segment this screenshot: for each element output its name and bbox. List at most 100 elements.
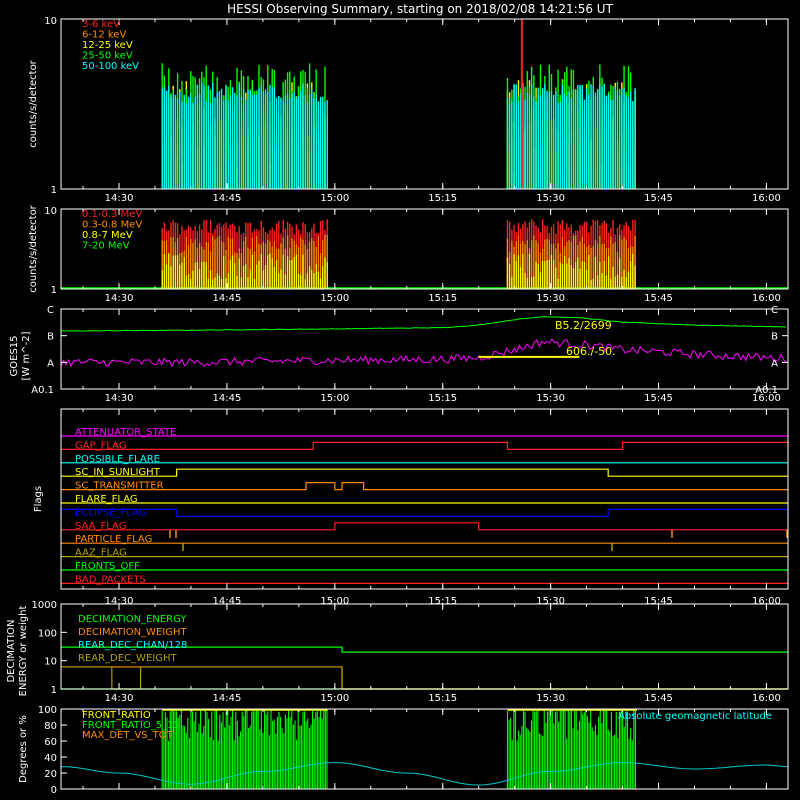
dec-y-label-2: ENERGY or weight xyxy=(18,606,29,697)
y-tick-label-rat: 80 xyxy=(44,721,57,732)
x-tick-label-dec: 15:15 xyxy=(428,693,457,704)
x-tick-label-flag: 15:45 xyxy=(644,596,673,607)
axes-frame-flag xyxy=(60,408,789,590)
ratio-legend-entry: FRONT_RATIO xyxy=(82,710,151,721)
flag-line-saa_flag xyxy=(61,522,788,531)
decimation-legend-entry: REAR_DEC_CHAN/128 xyxy=(78,640,187,651)
latitude-annotation: Absolute geomagnetic latitude xyxy=(618,711,772,722)
x-tick-label-lo: 15:30 xyxy=(536,193,565,204)
flag-label-eclipse_flag: ECLIPSE_FLAG xyxy=(75,507,146,518)
flags-y-label: Flags xyxy=(33,486,44,512)
axes-frame-goes xyxy=(60,308,789,390)
y-tick-label-rat: 20 xyxy=(44,769,57,780)
flag-line-sc_transmitter xyxy=(61,482,788,491)
x-tick-label-hi: 15:15 xyxy=(428,293,457,304)
goes-class-label-right: A0.1 xyxy=(755,385,778,396)
legend-entry-lo: 25-50 keV xyxy=(82,51,133,62)
x-tick-label-goes: 15:30 xyxy=(536,393,565,404)
x-tick-label-flag: 15:15 xyxy=(428,596,457,607)
dec-y-label: DECIMATION xyxy=(6,619,17,682)
x-tick-label-flag: 15:30 xyxy=(536,596,565,607)
x-tick-label-goes: 16:00 xyxy=(752,393,781,404)
y-tick-label-hi: 1 xyxy=(51,285,57,296)
axes-frame-rat xyxy=(60,708,789,790)
goes-y-label: GOES15 xyxy=(9,335,20,376)
x-tick-label-goes: 15:00 xyxy=(320,393,349,404)
y-tick-label-lo: 10 xyxy=(44,16,57,27)
x-tick-label-dec: 16:00 xyxy=(752,693,781,704)
axes-frame-dec xyxy=(60,603,789,690)
goes-class-label-right: C xyxy=(771,305,778,316)
x-tick-label-lo: 14:45 xyxy=(213,193,242,204)
figure-title: HESSI Observing Summary, starting on 201… xyxy=(227,2,613,16)
goes-class-label: B xyxy=(47,332,54,343)
y-tick-label-dec: 100 xyxy=(38,628,57,639)
flag-label-sc_in_sunlight: SC_IN_SUNLIGHT xyxy=(75,467,161,478)
geomagnetic-latitude-curve xyxy=(60,762,788,786)
x-tick-label-flag: 16:00 xyxy=(752,596,781,607)
y-tick-label-rat: 0 xyxy=(51,785,57,796)
flag-label-gap_flag: GAP_FLAG xyxy=(75,440,127,451)
goes-curve-long xyxy=(60,316,787,332)
x-tick-label-flag: 15:00 xyxy=(320,596,349,607)
x-tick-label-dec: 15:45 xyxy=(644,693,673,704)
decimation-legend-entry: REAR_DEC_WEIGHT xyxy=(78,653,177,664)
x-tick-label-dec: 14:30 xyxy=(105,693,134,704)
flag-label-flare_flag: FLARE_FLAG xyxy=(75,494,138,505)
flag-label-bad_packets: BAD_PACKETS xyxy=(75,574,146,585)
decimation-legend-entry: DECIMATION_ENERGY xyxy=(78,614,187,625)
flag-label-fronts_off: FRONTS_OFF xyxy=(75,561,140,572)
x-tick-label-hi: 14:45 xyxy=(213,293,242,304)
y-tick-label-dec: 10 xyxy=(44,657,57,668)
flag-label-aaz_flag: AAZ_FLAG xyxy=(75,548,127,559)
x-tick-label-goes: 14:30 xyxy=(105,393,134,404)
y-tick-label-hi: 10 xyxy=(44,206,57,217)
x-tick-label-hi: 15:45 xyxy=(644,293,673,304)
x-tick-label-lo: 14:30 xyxy=(105,193,134,204)
flag-label-saa_flag: SAA_FLAG xyxy=(75,521,126,532)
flag-label-particle_flag: PARTICLE_FLAG xyxy=(75,534,152,545)
x-tick-label-flag: 14:45 xyxy=(213,596,242,607)
x-tick-label-flag: 14:30 xyxy=(105,596,134,607)
flag-line-gap_flag xyxy=(61,441,789,450)
x-tick-label-dec: 14:45 xyxy=(213,693,242,704)
axes-frame-hi xyxy=(60,208,789,290)
decimation-legend-entry: DECIMATION_WEIGHT xyxy=(78,627,187,638)
legend-entry-lo: 3-6 keV xyxy=(82,19,120,30)
y-tick-label-dec: 1 xyxy=(51,685,57,696)
flag-label-sc_transmitter: SC_TRANSMITTER xyxy=(75,481,164,492)
legend-entry-hi: 0.3-0.8 MeV xyxy=(82,220,142,231)
y-axis-label-hi: counts/s/detector xyxy=(28,204,39,292)
flag-line-eclipse_flag xyxy=(60,508,789,517)
y-axis-label-lo: counts/s/detector xyxy=(28,59,39,147)
flag-label-possible_flare: POSSIBLE_FLARE xyxy=(75,454,160,465)
x-tick-label-dec: 15:30 xyxy=(536,693,565,704)
ratio-legend-entry: FRONT_RATIO_5_15 xyxy=(82,720,180,731)
y-tick-label-rat: 100 xyxy=(38,705,57,716)
x-tick-label-hi: 15:00 xyxy=(320,293,349,304)
goes-curve-short xyxy=(60,338,787,368)
x-tick-label-hi: 15:30 xyxy=(536,293,565,304)
x-tick-label-goes: 14:45 xyxy=(213,393,242,404)
x-tick-label-lo: 16:00 xyxy=(752,193,781,204)
y-tick-label-rat: 60 xyxy=(44,737,57,748)
legend-entry-hi: 0.1-0.3 MeV xyxy=(82,209,142,220)
goes-class-label-right: B xyxy=(771,332,778,343)
legend-entry-lo: 12-25 keV xyxy=(82,40,133,51)
legend-entry-lo: 6-12 keV xyxy=(82,30,126,41)
goes-class-label: A xyxy=(47,358,54,369)
decimation-line-rear_dec_chan/128 xyxy=(61,646,788,653)
ratio-y-label: Degrees or % xyxy=(18,715,29,783)
x-tick-label-goes: 15:15 xyxy=(428,393,457,404)
x-tick-label-goes: 15:45 xyxy=(644,393,673,404)
goes-class-label: A0.1 xyxy=(31,385,54,396)
x-tick-label-hi: 16:00 xyxy=(752,293,781,304)
y-tick-label-lo: 1 xyxy=(51,185,57,196)
x-tick-label-lo: 15:15 xyxy=(428,193,457,204)
y-tick-label-rat: 40 xyxy=(44,753,57,764)
legend-entry-hi: 0.8-7 MeV xyxy=(82,230,133,241)
flag-label-attenuator_state: ATTENUATOR_STATE xyxy=(75,427,176,438)
x-tick-label-lo: 15:45 xyxy=(644,193,673,204)
axes-frame-lo xyxy=(60,18,789,190)
